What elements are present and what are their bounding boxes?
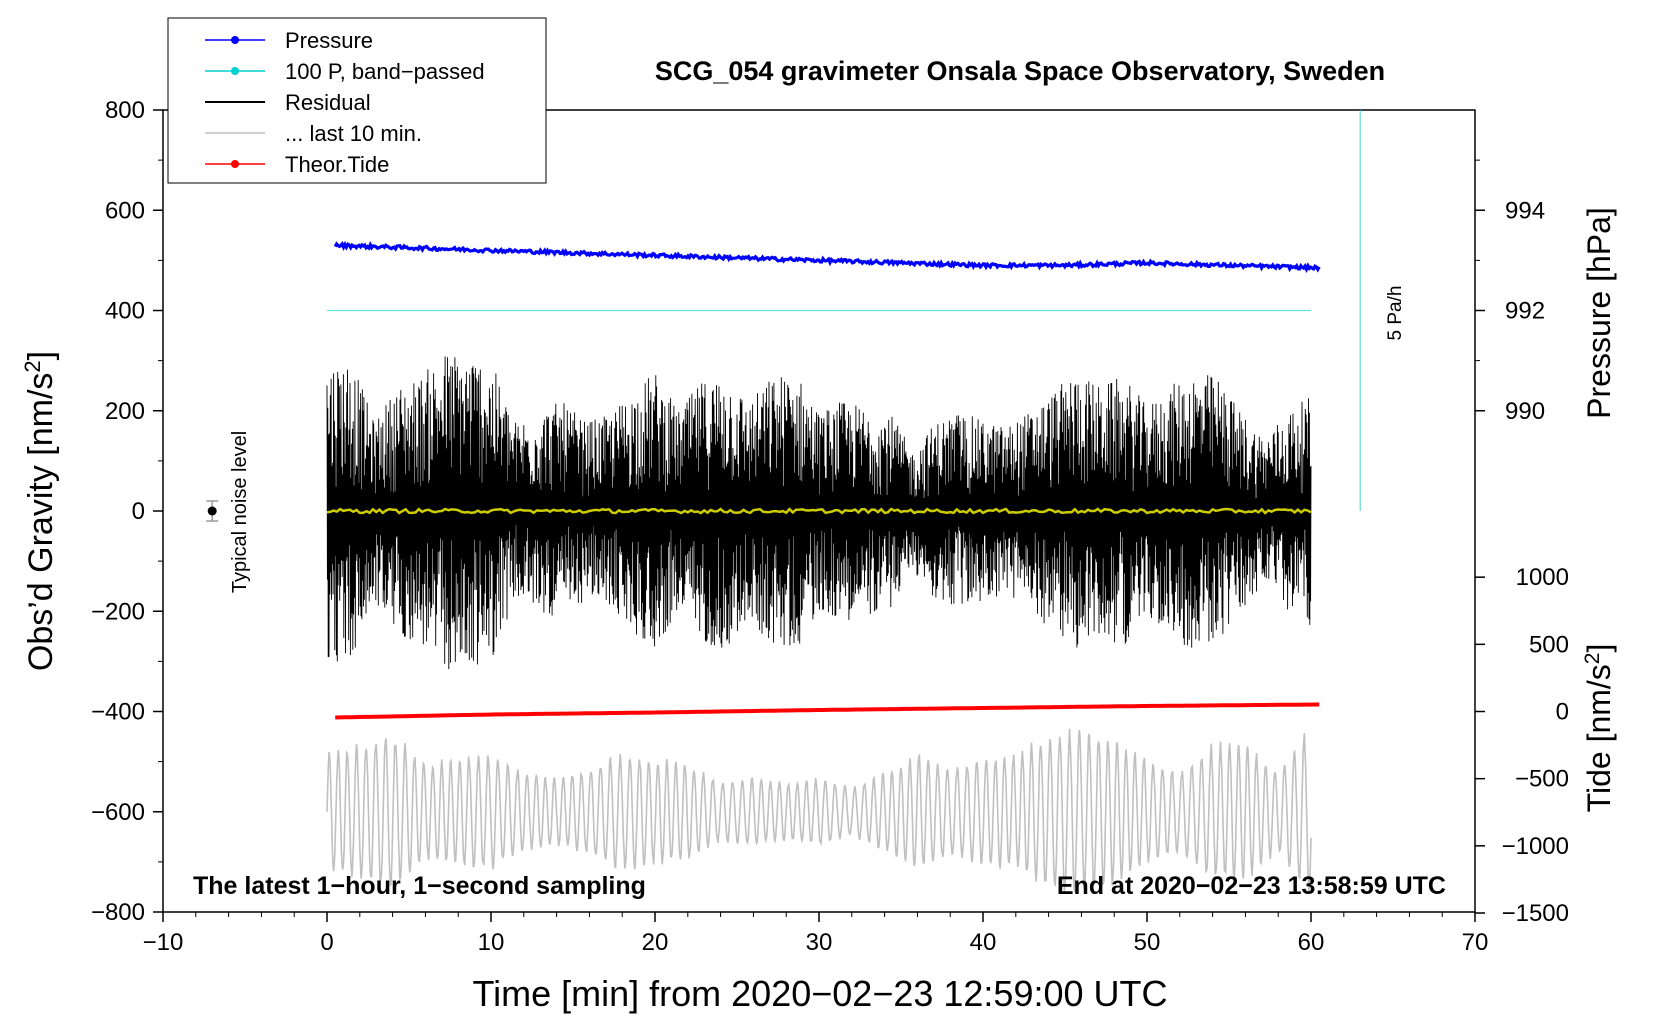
series-layer: [326, 110, 1361, 893]
y-tick-label: −200: [91, 598, 145, 625]
series-residual: [326, 356, 1312, 670]
tide-tick-label: 500: [1529, 631, 1569, 658]
x-tick-label: 60: [1298, 929, 1325, 956]
series-theor-tide: [335, 702, 1320, 720]
chart-title: SCG_054 gravimeter Onsala Space Observat…: [655, 56, 1385, 86]
tide-axis-ticks: 1000 500 0 −500 −1000 −1500: [1475, 564, 1569, 927]
y-tick-label: 0: [132, 498, 145, 525]
legend-marker: [231, 67, 239, 75]
legend-marker: [231, 36, 239, 44]
x-tick-label: 10: [478, 929, 505, 956]
noise-point: [207, 506, 217, 516]
legend-label: Theor.Tide: [285, 152, 389, 177]
pressure-rate-label: 5 Pa/h: [1385, 286, 1406, 341]
pressure-tick-label: 994: [1505, 197, 1545, 224]
y-left-axis-label: Obs’d Gravity [nm/s2]: [20, 351, 61, 671]
y-tick-label: −800: [91, 899, 145, 926]
pressure-tick-label: 990: [1505, 398, 1545, 425]
noise-marker-layer: [206, 500, 219, 522]
y-tick-label: 400: [105, 298, 145, 325]
x-tick-label: −10: [143, 929, 184, 956]
legend: Pressure 100 P, band−passed Residual ... la…: [167, 17, 547, 184]
y-left-axis-ticks: 800 600 400 200 0 −200 −400 −600 −800: [91, 97, 163, 926]
bottom-right-note: End at 2020−02−23 13:58:59 UTC: [1057, 872, 1446, 900]
legend-label: Residual: [285, 90, 371, 115]
x-tick-label: 50: [1134, 929, 1161, 956]
y-tick-label: −400: [91, 699, 145, 726]
legend-label: ... last 10 min.: [285, 121, 422, 146]
x-tick-label: 30: [806, 929, 833, 956]
x-tick-label: 70: [1462, 929, 1489, 956]
tide-tick-label: −500: [1515, 766, 1569, 793]
y-tick-label: 200: [105, 398, 145, 425]
series-last-10-min: [326, 728, 1312, 893]
pressure-tick-label: 992: [1505, 298, 1545, 325]
tide-tick-label: 0: [1556, 699, 1569, 726]
y-tick-label: 800: [105, 97, 145, 124]
tide-tick-label: −1500: [1502, 900, 1569, 927]
noise-label: Typical noise level: [229, 431, 251, 593]
x-axis-ticks: −10 0 10 20 30 40 50 60 70: [143, 912, 1489, 956]
tide-tick-label: −1000: [1502, 833, 1569, 860]
y-tick-label: 600: [105, 197, 145, 224]
x-tick-label: 0: [320, 929, 333, 956]
x-axis-label: Time [min] from 2020−02−23 12:59:00 UTC: [472, 973, 1167, 1014]
series-residual-mean: [326, 507, 1312, 515]
legend-label: Pressure: [285, 28, 373, 53]
legend-label: 100 P, band−passed: [285, 59, 485, 84]
x-tick-label: 40: [970, 929, 997, 956]
x-tick-label: 20: [642, 929, 669, 956]
tide-tick-label: 1000: [1516, 564, 1569, 591]
tide-axis-label: Tide [nm/s2]: [1581, 644, 1618, 813]
pressure-axis-label: Pressure [hPa]: [1581, 207, 1617, 419]
legend-box: [167, 17, 547, 184]
pressure-axis-ticks: 994 992 990: [1475, 159, 1545, 425]
legend-marker: [231, 160, 239, 168]
bottom-left-note: The latest 1−hour, 1−second sampling: [193, 872, 646, 900]
series-pressure: [333, 240, 1321, 274]
y-tick-label: −600: [91, 799, 145, 826]
